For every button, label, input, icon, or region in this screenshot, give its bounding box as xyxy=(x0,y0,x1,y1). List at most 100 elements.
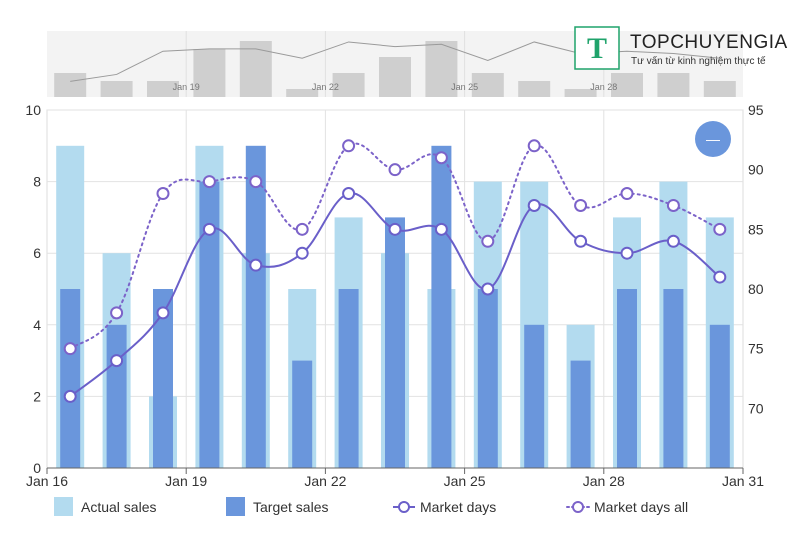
navigator-bars xyxy=(54,41,736,97)
target-sales-bar xyxy=(663,289,684,468)
market-days-all-point xyxy=(342,139,356,153)
right-axis-tick-label: 80 xyxy=(748,281,764,297)
x-axis-ticks: Jan 16 Jan 19 Jan 22 Jan 25 Jan 28 Jan 31 xyxy=(26,468,764,489)
legend-item[interactable]: Target sales xyxy=(226,497,328,516)
x-tick-label: Jan 31 xyxy=(722,473,764,489)
brand-logo: T TOPCHUYENGIA Tư vấn từ kinh nghiệm thự… xyxy=(574,26,788,70)
legend-label: Market days all xyxy=(594,499,688,515)
navigator[interactable]: Jan 19 Jan 22 Jan 25 Jan 28 xyxy=(47,31,743,97)
market-days-all-point xyxy=(202,175,216,189)
navigator-bar xyxy=(239,41,272,97)
right-axis-tick-label: 90 xyxy=(748,162,764,178)
target-sales-bar xyxy=(570,360,591,468)
market-days-point xyxy=(110,354,124,368)
legend-swatch xyxy=(226,497,245,516)
legend: Actual sales Target sales Market days Marke… xyxy=(54,497,688,516)
navigator-bar xyxy=(193,49,226,97)
target-sales-bar xyxy=(477,289,498,468)
navigator-bar xyxy=(425,41,458,97)
market-days-all-point xyxy=(713,222,727,236)
navigator-bar xyxy=(332,73,365,97)
right-axis-tick-label: 75 xyxy=(748,341,764,357)
logo-name: TOPCHUYENGIA xyxy=(630,32,788,53)
navigator-bar xyxy=(703,81,736,97)
navigator-bar xyxy=(564,89,597,97)
target-sales-bar xyxy=(385,217,405,468)
market-days-all-point xyxy=(110,306,124,320)
market-days-point xyxy=(202,222,216,236)
right-axis-ticks: 70 75 80 85 90 95 xyxy=(748,102,764,416)
market-days-all-point xyxy=(481,234,495,248)
market-days-all-point xyxy=(666,198,680,212)
market-days-point xyxy=(666,234,680,248)
target-sales-bar xyxy=(524,324,545,468)
x-tick-label: Jan 22 xyxy=(304,473,346,489)
market-days-all-point xyxy=(574,198,588,212)
legend-swatch xyxy=(54,497,73,516)
market-days-all-point xyxy=(295,222,309,236)
target-sales-bar xyxy=(431,145,452,469)
market-days-all-point xyxy=(434,151,448,165)
legend-item[interactable]: Market days xyxy=(393,499,496,515)
market-days-point xyxy=(63,389,77,403)
left-axis-tick-label: 10 xyxy=(25,102,41,118)
left-axis-tick-label: 2 xyxy=(33,388,41,404)
market-days-all-point xyxy=(156,187,170,201)
market-days-all-point xyxy=(388,163,402,177)
market-days-point xyxy=(713,270,727,284)
legend-label: Actual sales xyxy=(81,499,156,515)
left-axis-tick-label: 0 xyxy=(33,460,41,476)
market-days-point xyxy=(481,282,495,296)
target-sales-bar xyxy=(106,324,127,468)
navigator-bar xyxy=(147,81,179,97)
target-sales-bar xyxy=(60,289,81,468)
target-sales-bar xyxy=(245,145,266,469)
target-sales-bar xyxy=(338,289,359,468)
left-axis-tick-label: 8 xyxy=(33,174,41,190)
market-days-point xyxy=(249,258,263,272)
zoom-out-button[interactable]: — xyxy=(695,121,731,157)
market-days-point xyxy=(620,246,634,260)
target-sales-bar xyxy=(199,181,220,468)
legend-label: Target sales xyxy=(253,499,328,515)
navigator-tick-label: Jan 22 xyxy=(312,82,339,92)
market-days-all-point xyxy=(249,175,263,189)
navigator-bar xyxy=(286,89,319,97)
market-days-point xyxy=(342,187,356,201)
market-days-point xyxy=(295,246,309,260)
logo-letter: T xyxy=(587,32,607,65)
navigator-bar xyxy=(54,73,87,97)
right-axis-tick-label: 85 xyxy=(748,221,764,237)
target-sales-bar xyxy=(617,289,637,468)
legend-item[interactable]: Actual sales xyxy=(54,497,156,516)
legend-marker xyxy=(572,501,584,513)
navigator-tick-label: Jan 25 xyxy=(451,82,478,92)
right-axis-tick-label: 70 xyxy=(748,400,764,416)
target-sales-bars xyxy=(60,145,730,469)
target-sales-bar xyxy=(292,360,313,468)
navigator-bar xyxy=(379,57,411,97)
legend-item[interactable]: Market days all xyxy=(566,499,688,515)
left-axis-tick-label: 6 xyxy=(33,245,41,261)
market-days-point xyxy=(574,234,588,248)
minus-icon: — xyxy=(706,131,720,147)
logo-tagline: Tư vấn từ kinh nghiệm thực tế xyxy=(631,55,766,67)
market-days-all-point xyxy=(620,187,634,201)
legend-label: Market days xyxy=(420,499,496,515)
market-days-points xyxy=(63,187,727,403)
navigator-ticks: Jan 19 Jan 22 Jan 25 Jan 28 xyxy=(173,82,618,92)
navigator-bar xyxy=(518,81,551,97)
market-days-point xyxy=(434,222,448,236)
market-days-point xyxy=(527,198,541,212)
right-axis-tick-label: 95 xyxy=(748,102,764,118)
market-days-point xyxy=(156,306,170,320)
x-tick-label: Jan 19 xyxy=(165,473,207,489)
left-axis-ticks: 0 2 4 6 8 10 xyxy=(25,102,41,476)
navigator-bar xyxy=(100,81,133,97)
market-days-all-point xyxy=(63,342,77,356)
market-days-all-point xyxy=(527,139,541,153)
navigator-tick-label: Jan 19 xyxy=(173,82,200,92)
target-sales-bar xyxy=(709,324,730,468)
market-days-point xyxy=(388,222,402,236)
